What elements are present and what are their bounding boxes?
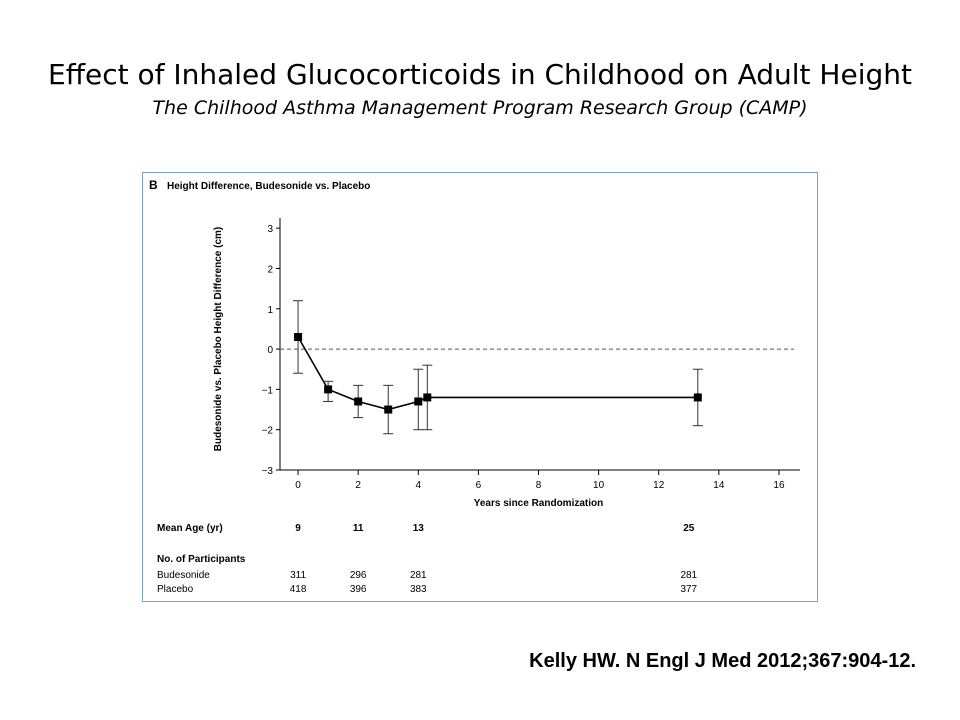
mean-age-value: 9 — [295, 523, 301, 534]
y-tick-label: 3 — [267, 224, 273, 235]
y-tick-label: 0 — [267, 345, 273, 356]
participants-count: 281 — [680, 570, 697, 581]
x-tick-label: 0 — [295, 480, 301, 491]
participants-count: 296 — [350, 570, 367, 581]
participants-count: 418 — [290, 584, 307, 595]
data-point — [354, 397, 363, 406]
y-tick-label: −3 — [262, 466, 274, 477]
data-point — [324, 385, 333, 394]
data-point — [384, 405, 393, 414]
chart-title: Height Difference, Budesonide vs. Placeb… — [167, 181, 370, 192]
participants-count: 383 — [410, 584, 427, 595]
y-tick-label: 2 — [267, 264, 273, 275]
x-tick-label: 6 — [476, 480, 482, 491]
x-tick-label: 12 — [653, 480, 665, 491]
y-tick-label: −2 — [262, 426, 274, 437]
data-point — [294, 332, 303, 341]
height-difference-chart: B Height Difference, Budesonide vs. Plac… — [149, 178, 800, 595]
x-tick-label: 14 — [713, 480, 725, 491]
panel-letter: B — [149, 178, 158, 192]
citation: Kelly HW. N Engl J Med 2012;367:904-12. — [529, 650, 916, 672]
data-point — [693, 393, 702, 402]
mean-age-value: 25 — [683, 523, 695, 534]
x-axis-title: Years since Randomization — [474, 498, 604, 509]
data-point — [423, 393, 432, 402]
participants-count: 281 — [410, 570, 427, 581]
slide-title: Effect of Inhaled Glucocorticoids in Chi… — [48, 58, 912, 91]
y-axis-title: Budesonide vs. Placebo Height Difference… — [213, 227, 224, 452]
participants-count: 396 — [350, 584, 367, 595]
mean-age-value: 13 — [413, 523, 425, 534]
participants-count: 377 — [680, 584, 697, 595]
x-tick-label: 2 — [355, 480, 361, 491]
figure-panel: B Height Difference, Budesonide vs. Plac… — [142, 172, 818, 602]
mean-age-value: 11 — [353, 523, 364, 534]
y-tick-label: 1 — [267, 305, 273, 316]
participants-label: No. of Participants — [157, 554, 246, 565]
x-tick-label: 8 — [536, 480, 542, 491]
data-marks — [280, 300, 794, 435]
y-tick-label: −1 — [262, 385, 274, 396]
slide-subtitle: The Chilhood Asthma Management Program R… — [152, 97, 808, 119]
participants-group-label: Placebo — [157, 584, 194, 595]
x-tick-label: 16 — [773, 480, 785, 491]
mean-age-label: Mean Age (yr) — [157, 523, 223, 534]
data-point — [414, 397, 423, 406]
participants-table: 9 11 13 25 Budesonide 311 296 281 281 Placebo 418 3… — [157, 523, 698, 595]
participants-group-label: Budesonide — [157, 570, 210, 581]
x-tick-label: 4 — [416, 480, 422, 491]
participants-count: 311 — [290, 570, 306, 581]
x-tick-label: 10 — [593, 480, 605, 491]
